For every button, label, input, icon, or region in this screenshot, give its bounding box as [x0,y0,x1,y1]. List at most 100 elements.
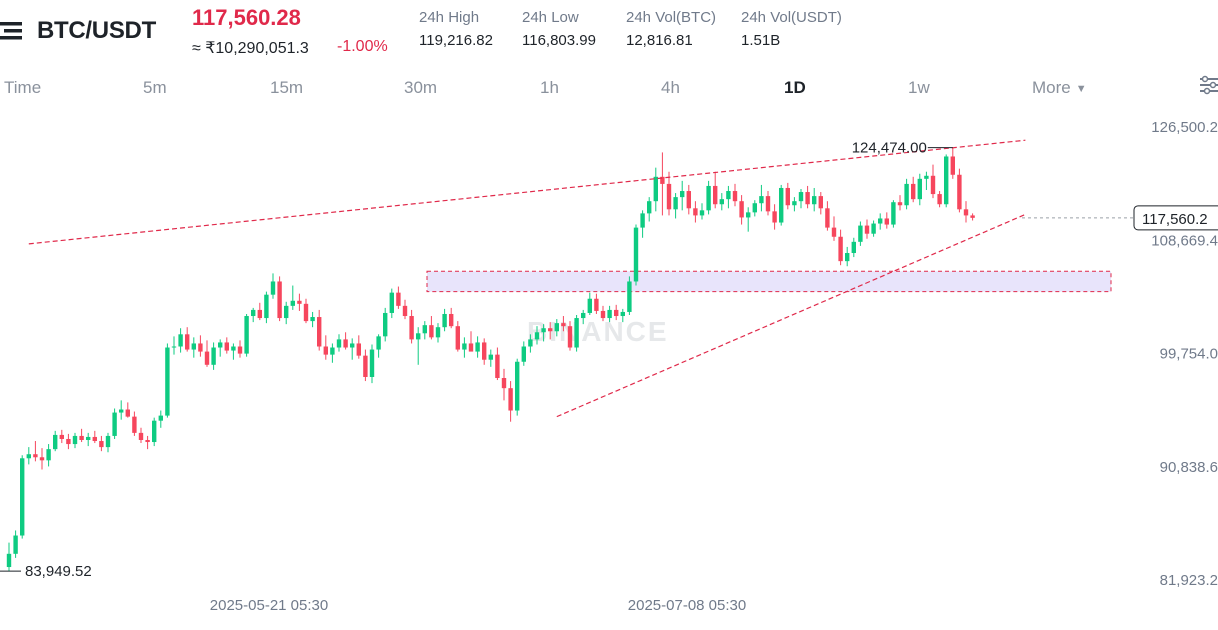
candle-body [6,553,12,568]
candle-body [482,342,487,360]
candle-body [277,281,282,319]
candle-body [732,191,738,202]
candle-body [554,323,559,332]
candle-body [185,334,190,350]
candle-body [204,351,210,365]
candle-body [785,187,790,206]
candle-body [719,199,724,205]
candle-body [396,292,401,306]
candle-body [66,438,71,445]
timeframe-1w[interactable]: 1w [908,78,930,97]
candle-body [119,409,124,413]
stat-24h-vol-usdt: 24h Vol(USDT) 1.51B [741,9,842,49]
stat-value: 1.51B [741,32,781,49]
candle-body [112,412,117,436]
stat-value: 119,216.82 [419,32,493,49]
candle-body [237,346,243,354]
candle-body [673,197,678,210]
candle-body [462,343,467,350]
y-tick-label: 108,669.4 [1151,232,1218,249]
candle-body [614,309,619,317]
candle-body [13,535,18,554]
candle-body [851,241,856,254]
timeframe-more[interactable]: More ▼ [1032,78,1087,98]
candle-body [772,211,777,223]
candle-body [647,201,652,214]
candle-body [198,343,203,352]
candle-body [165,347,170,416]
candle-body [350,343,355,348]
candle-body [138,432,144,440]
candle-body [330,347,335,355]
candle-body [455,326,460,350]
symbol-pair[interactable]: BTC/USDT [37,17,156,44]
candle-body [607,309,612,319]
watermark-text: BINANCE [527,316,669,347]
candle-body [812,196,817,205]
candle-body [521,346,526,362]
candle-body [666,183,672,210]
candle-body [376,336,381,350]
candle-body [224,342,229,351]
candle-body [145,439,150,443]
candle-body [561,323,566,327]
candle-body [759,196,764,204]
candle-body [59,434,64,439]
menu-lines-icon[interactable] [0,20,26,42]
candle-body [132,416,137,433]
candle-body [587,298,592,313]
candle-body [409,316,414,340]
candle-body [567,326,573,348]
price-change-percent: -1.00% [337,38,388,55]
timeframe-bar: Time 5m 15m 30m 1h 4h 1D 1w More ▼ [0,72,1218,102]
stat-label: 24h Vol(BTC) [626,9,717,26]
candle-body [171,346,177,348]
chart-settings-icon[interactable] [1198,74,1218,96]
candle-body [937,194,942,205]
candle-body [99,441,104,448]
timeframe-5m[interactable]: 5m [143,78,167,97]
y-tick-label: 99,754.0 [1160,346,1218,363]
candle-body [864,225,870,234]
candle-body [152,420,157,443]
candle-body [792,201,797,206]
candle-body [884,218,889,225]
candle-body [699,210,705,216]
candle-body [303,303,309,322]
timeframe-1h[interactable]: 1h [540,78,559,97]
ticker-header: BTC/USDT 117,560.28 ≈ ₹10,290,051.3 -1.0… [0,0,1218,66]
candle-body [435,327,441,338]
candle-body [495,354,500,379]
candle-body [825,208,830,228]
candle-body [713,185,718,205]
candle-body [680,191,685,198]
stat-value: 116,803.99 [522,32,596,49]
timeframe-1d[interactable]: 1D [784,78,806,97]
candle-body [838,236,843,262]
candle-body [878,218,883,224]
candle-body [363,355,368,377]
candle-body [46,449,51,461]
candle-body [468,343,474,352]
candle-body [798,192,804,202]
stat-24h-low: 24h Low 116,803.99 [522,9,596,49]
timeframe-4h[interactable]: 4h [661,78,680,97]
candle-body [515,361,520,411]
stat-label: 24h High [419,9,480,26]
trendline-lower [556,213,1026,418]
candle-body [244,316,249,354]
candle-body [739,201,744,218]
timeframe-30m[interactable]: 30m [404,78,438,97]
timeframe-15m[interactable]: 15m [270,78,304,97]
caret-down-icon: ▼ [1075,83,1087,95]
candle-body [53,434,58,450]
candle-body [891,202,896,225]
stat-24h-vol-btc: 24h Vol(BTC) 12,816.81 [626,9,716,49]
fiat-price: ≈ ₹10,290,051.3 [192,40,309,57]
candle-body [627,281,632,312]
timeframe-time[interactable]: Time [4,78,42,97]
candle-body [257,309,262,319]
candle-body [930,175,936,195]
candle-body [389,292,394,313]
